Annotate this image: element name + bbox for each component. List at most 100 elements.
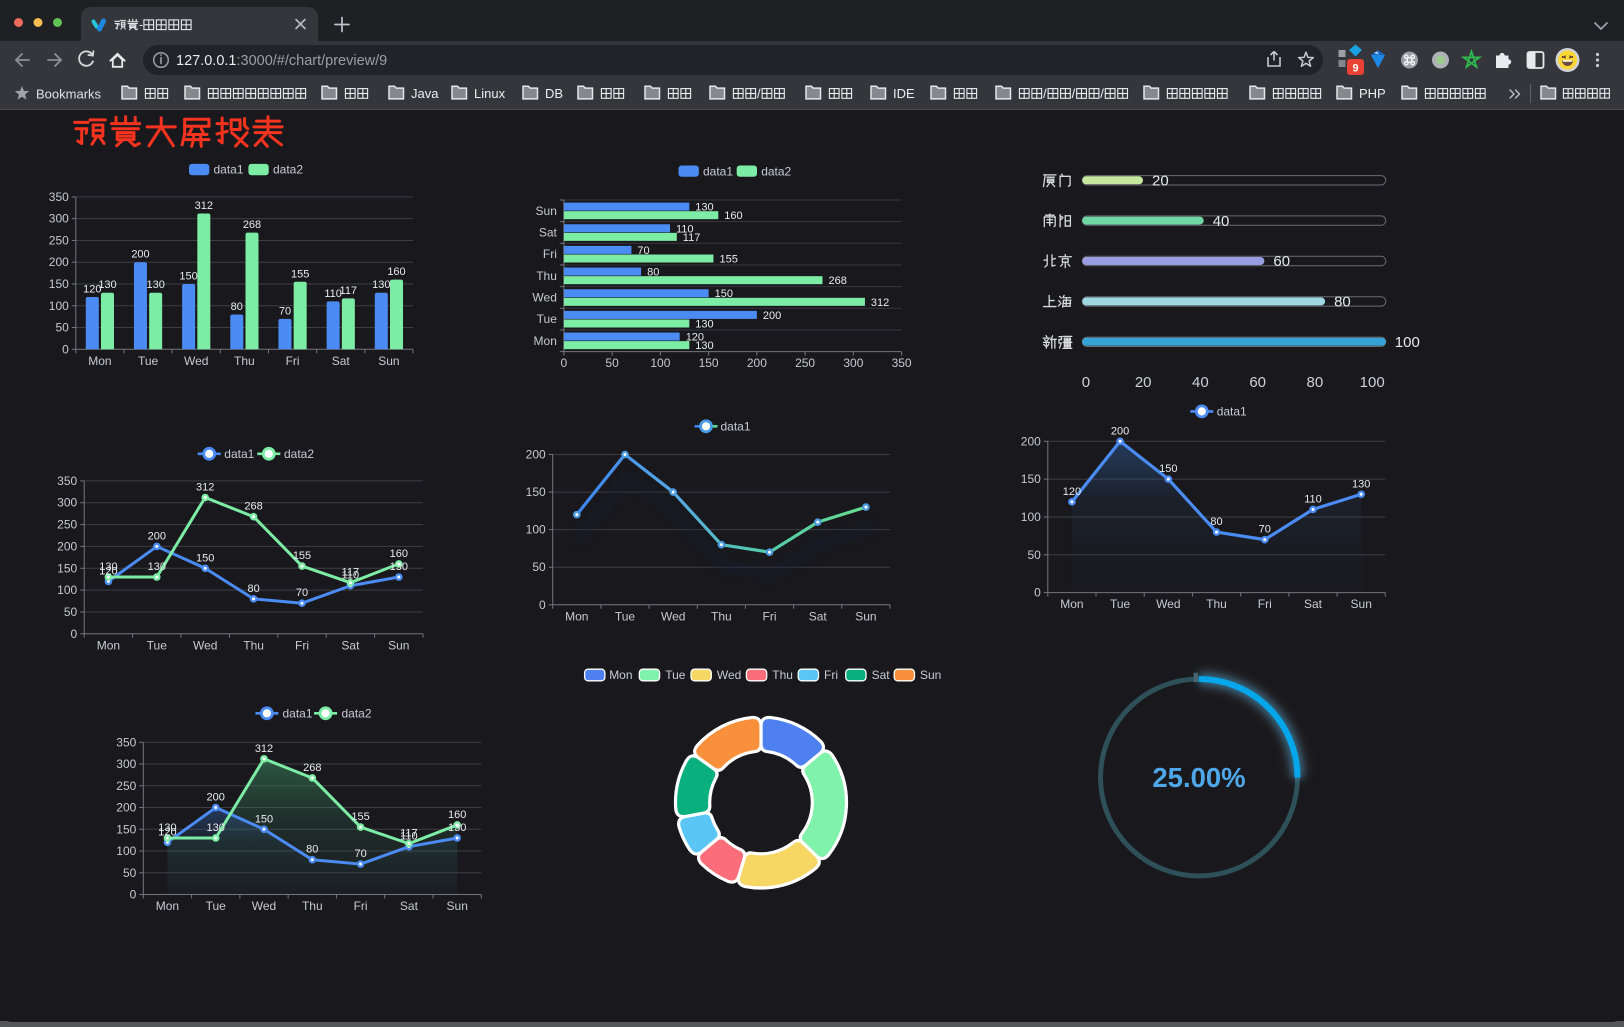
svg-text:100: 100	[49, 299, 69, 313]
svg-text:40: 40	[1213, 213, 1230, 230]
svg-text:268: 268	[244, 501, 262, 513]
svg-text:data1: data1	[224, 447, 254, 461]
svg-text:Fri: Fri	[354, 899, 368, 913]
svg-text:117: 117	[342, 567, 360, 579]
svg-text:Sat: Sat	[1304, 597, 1323, 611]
svg-text:250: 250	[116, 779, 136, 793]
svg-text:20: 20	[1152, 173, 1169, 190]
svg-text:Wed: Wed	[717, 668, 741, 682]
svg-text:100: 100	[650, 356, 670, 370]
svg-text:268: 268	[243, 219, 261, 231]
svg-text:Fri: Fri	[763, 609, 777, 623]
svg-text:Sat: Sat	[809, 609, 828, 623]
svg-text:Mon: Mon	[609, 668, 632, 682]
svg-text:130: 130	[372, 279, 390, 291]
svg-text:60: 60	[1249, 374, 1266, 391]
svg-text:100: 100	[1395, 334, 1420, 351]
svg-text:data2: data2	[342, 707, 372, 721]
svg-text:117: 117	[683, 232, 701, 244]
svg-text:120: 120	[158, 826, 176, 838]
svg-text:312: 312	[871, 297, 889, 309]
svg-text:Sun: Sun	[388, 638, 409, 652]
svg-text:120: 120	[686, 332, 704, 344]
svg-text:80: 80	[1334, 294, 1351, 311]
svg-text:155: 155	[720, 254, 738, 266]
svg-text:Sun: Sun	[536, 204, 557, 218]
svg-text:130: 130	[98, 279, 116, 291]
svg-text:data1: data1	[721, 420, 751, 434]
svg-text:Tue: Tue	[147, 638, 168, 652]
svg-text:Sun: Sun	[1351, 597, 1372, 611]
svg-text:Wed: Wed	[1156, 597, 1180, 611]
svg-text:312: 312	[255, 743, 273, 755]
svg-text:110: 110	[676, 223, 694, 235]
svg-text:Sat: Sat	[400, 899, 419, 913]
svg-text:250: 250	[795, 356, 815, 370]
svg-text:Thu: Thu	[536, 269, 557, 283]
svg-text:9: 9	[1352, 63, 1358, 75]
svg-text:130: 130	[147, 279, 165, 291]
svg-text:Mon: Mon	[97, 638, 120, 652]
svg-text:Sun: Sun	[855, 609, 876, 623]
svg-text:60: 60	[1273, 253, 1290, 270]
svg-text:Fri: Fri	[286, 354, 300, 368]
svg-text:Thu: Thu	[302, 899, 323, 913]
svg-text:0: 0	[561, 356, 568, 370]
svg-text:Wed: Wed	[252, 899, 276, 913]
svg-text:200: 200	[57, 539, 77, 553]
svg-text:data1: data1	[703, 164, 733, 178]
svg-text:130: 130	[695, 202, 713, 214]
svg-text:110: 110	[324, 288, 342, 300]
svg-text:350: 350	[57, 474, 77, 488]
svg-text:Mon: Mon	[565, 609, 588, 623]
svg-text:130: 130	[158, 822, 176, 834]
svg-text:150: 150	[526, 485, 546, 499]
svg-text:100: 100	[1021, 510, 1041, 524]
svg-text:0: 0	[1082, 374, 1090, 391]
svg-text:200: 200	[1111, 425, 1129, 437]
svg-text:130: 130	[695, 319, 713, 331]
svg-text:155: 155	[291, 268, 309, 280]
svg-text:155: 155	[293, 550, 311, 562]
svg-text:130: 130	[207, 822, 225, 834]
svg-text:Tue: Tue	[138, 354, 159, 368]
svg-text:100: 100	[1360, 374, 1385, 391]
svg-text:data2: data2	[761, 164, 791, 178]
svg-text:Tue: Tue	[1110, 597, 1131, 611]
svg-text:0: 0	[62, 342, 69, 356]
svg-text:312: 312	[195, 200, 213, 212]
svg-text:50: 50	[532, 560, 546, 574]
svg-text:data2: data2	[273, 163, 303, 177]
svg-text:/: /	[1072, 86, 1076, 101]
svg-text:200: 200	[1021, 434, 1041, 448]
svg-text:Tue: Tue	[206, 899, 227, 913]
svg-text:80: 80	[647, 267, 659, 279]
svg-text:data2: data2	[284, 447, 314, 461]
svg-text:80: 80	[306, 844, 318, 856]
svg-text:130: 130	[1352, 478, 1370, 490]
svg-text:150: 150	[1159, 463, 1177, 475]
svg-text:160: 160	[724, 210, 742, 222]
svg-text:200: 200	[116, 801, 136, 815]
svg-text:Sat: Sat	[872, 668, 891, 682]
svg-text:100: 100	[57, 583, 77, 597]
svg-text:130: 130	[148, 561, 166, 573]
svg-text:300: 300	[49, 212, 69, 226]
svg-text:150: 150	[57, 561, 77, 575]
svg-text:70: 70	[279, 305, 291, 317]
svg-text:70: 70	[637, 245, 649, 257]
svg-text:Sun: Sun	[447, 899, 468, 913]
svg-text:110: 110	[342, 570, 360, 582]
svg-text:312: 312	[196, 482, 214, 494]
svg-text:70: 70	[296, 587, 308, 599]
svg-text:150: 150	[116, 822, 136, 836]
svg-text:70: 70	[1259, 524, 1271, 536]
svg-text:80: 80	[1307, 374, 1324, 391]
svg-text:200: 200	[131, 249, 149, 261]
svg-text:250: 250	[57, 518, 77, 532]
svg-text:268: 268	[303, 762, 321, 774]
svg-text:50: 50	[1027, 548, 1041, 562]
svg-text:150: 150	[699, 356, 719, 370]
svg-text:/: /	[757, 86, 761, 101]
svg-text:/: /	[1100, 86, 1104, 101]
